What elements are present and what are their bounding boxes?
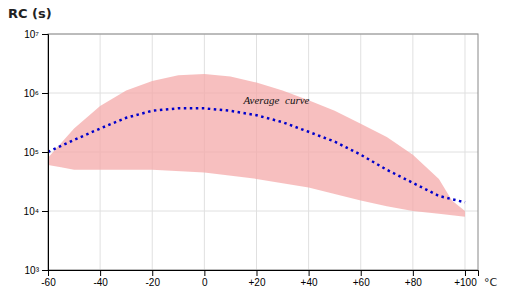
- y-tick-mark: [42, 152, 48, 153]
- x-tick-label: 0: [202, 277, 208, 288]
- grid: [48, 34, 478, 270]
- marks: [48, 74, 465, 217]
- annotation: Average curve: [242, 94, 309, 106]
- title: RC (s): [8, 6, 52, 21]
- x-axis-line: [49, 271, 479, 277]
- x-tick-mark: [152, 270, 153, 276]
- x-tick-label: -40: [93, 277, 108, 288]
- y-tick-mark: [42, 93, 48, 94]
- y-tick: 10⁵: [24, 147, 48, 158]
- y-tick-mark: [42, 211, 48, 212]
- y-tick-label: 10³: [25, 265, 40, 276]
- x-tick: +80: [405, 270, 422, 288]
- x-tick-mark: [256, 270, 257, 276]
- x-tick: +100: [454, 270, 477, 288]
- x-tick: -40: [93, 270, 108, 288]
- y-tick-label: 10⁷: [24, 29, 39, 40]
- x-tick: +20: [249, 270, 266, 288]
- x-tick-mark: [204, 270, 205, 276]
- x-tick: 0: [202, 270, 208, 288]
- plot-frame: [48, 34, 478, 270]
- x-axis: -60 -40 -20 0 +20 +40 +60 +80 +100: [41, 270, 478, 288]
- x-tick-label: +20: [249, 277, 266, 288]
- band-area: [48, 74, 465, 217]
- x-tick-label: -20: [146, 277, 161, 288]
- x-tick-label: +40: [301, 277, 318, 288]
- x-tick: +60: [353, 270, 370, 288]
- y-tick-mark: [42, 270, 48, 271]
- y-tick-label: 10⁴: [24, 206, 39, 217]
- x-tick-label: +80: [405, 277, 422, 288]
- y-tick: 10⁷: [24, 29, 48, 40]
- y-tick-mark: [42, 34, 48, 35]
- y-tick: 10³: [25, 265, 48, 276]
- x-tick-mark: [413, 270, 414, 276]
- x-tick-mark: [361, 270, 362, 276]
- x-tick-label: -60: [41, 277, 56, 288]
- x-tick-label: +60: [353, 277, 370, 288]
- y-tick: 10⁴: [24, 206, 48, 217]
- x-tick-mark: [309, 270, 310, 276]
- x-tick: -60: [41, 270, 56, 288]
- y-tick-label: 10⁶: [24, 88, 39, 99]
- x-tick: +40: [301, 270, 318, 288]
- y-axis-line: [42, 35, 49, 271]
- plot: -60-40-200+20+40+60+80+10010³10⁴10⁵10⁶10…: [24, 29, 479, 288]
- average-line: [48, 108, 465, 202]
- y-tick-label: 10⁵: [24, 147, 39, 158]
- x-tick-label: +100: [454, 277, 477, 288]
- x-axis-title: °C: [484, 276, 498, 289]
- x-tick: -20: [146, 270, 161, 288]
- y-axis: 10³ 10⁴ 10⁵ 10⁶ 10⁷: [24, 29, 49, 276]
- y-tick: 10⁶: [24, 88, 48, 99]
- x-tick-mark: [465, 270, 466, 276]
- chart: -60-40-200+20+40+60+80+10010³10⁴10⁵10⁶10…: [0, 0, 512, 298]
- x-tick-mark: [100, 270, 101, 276]
